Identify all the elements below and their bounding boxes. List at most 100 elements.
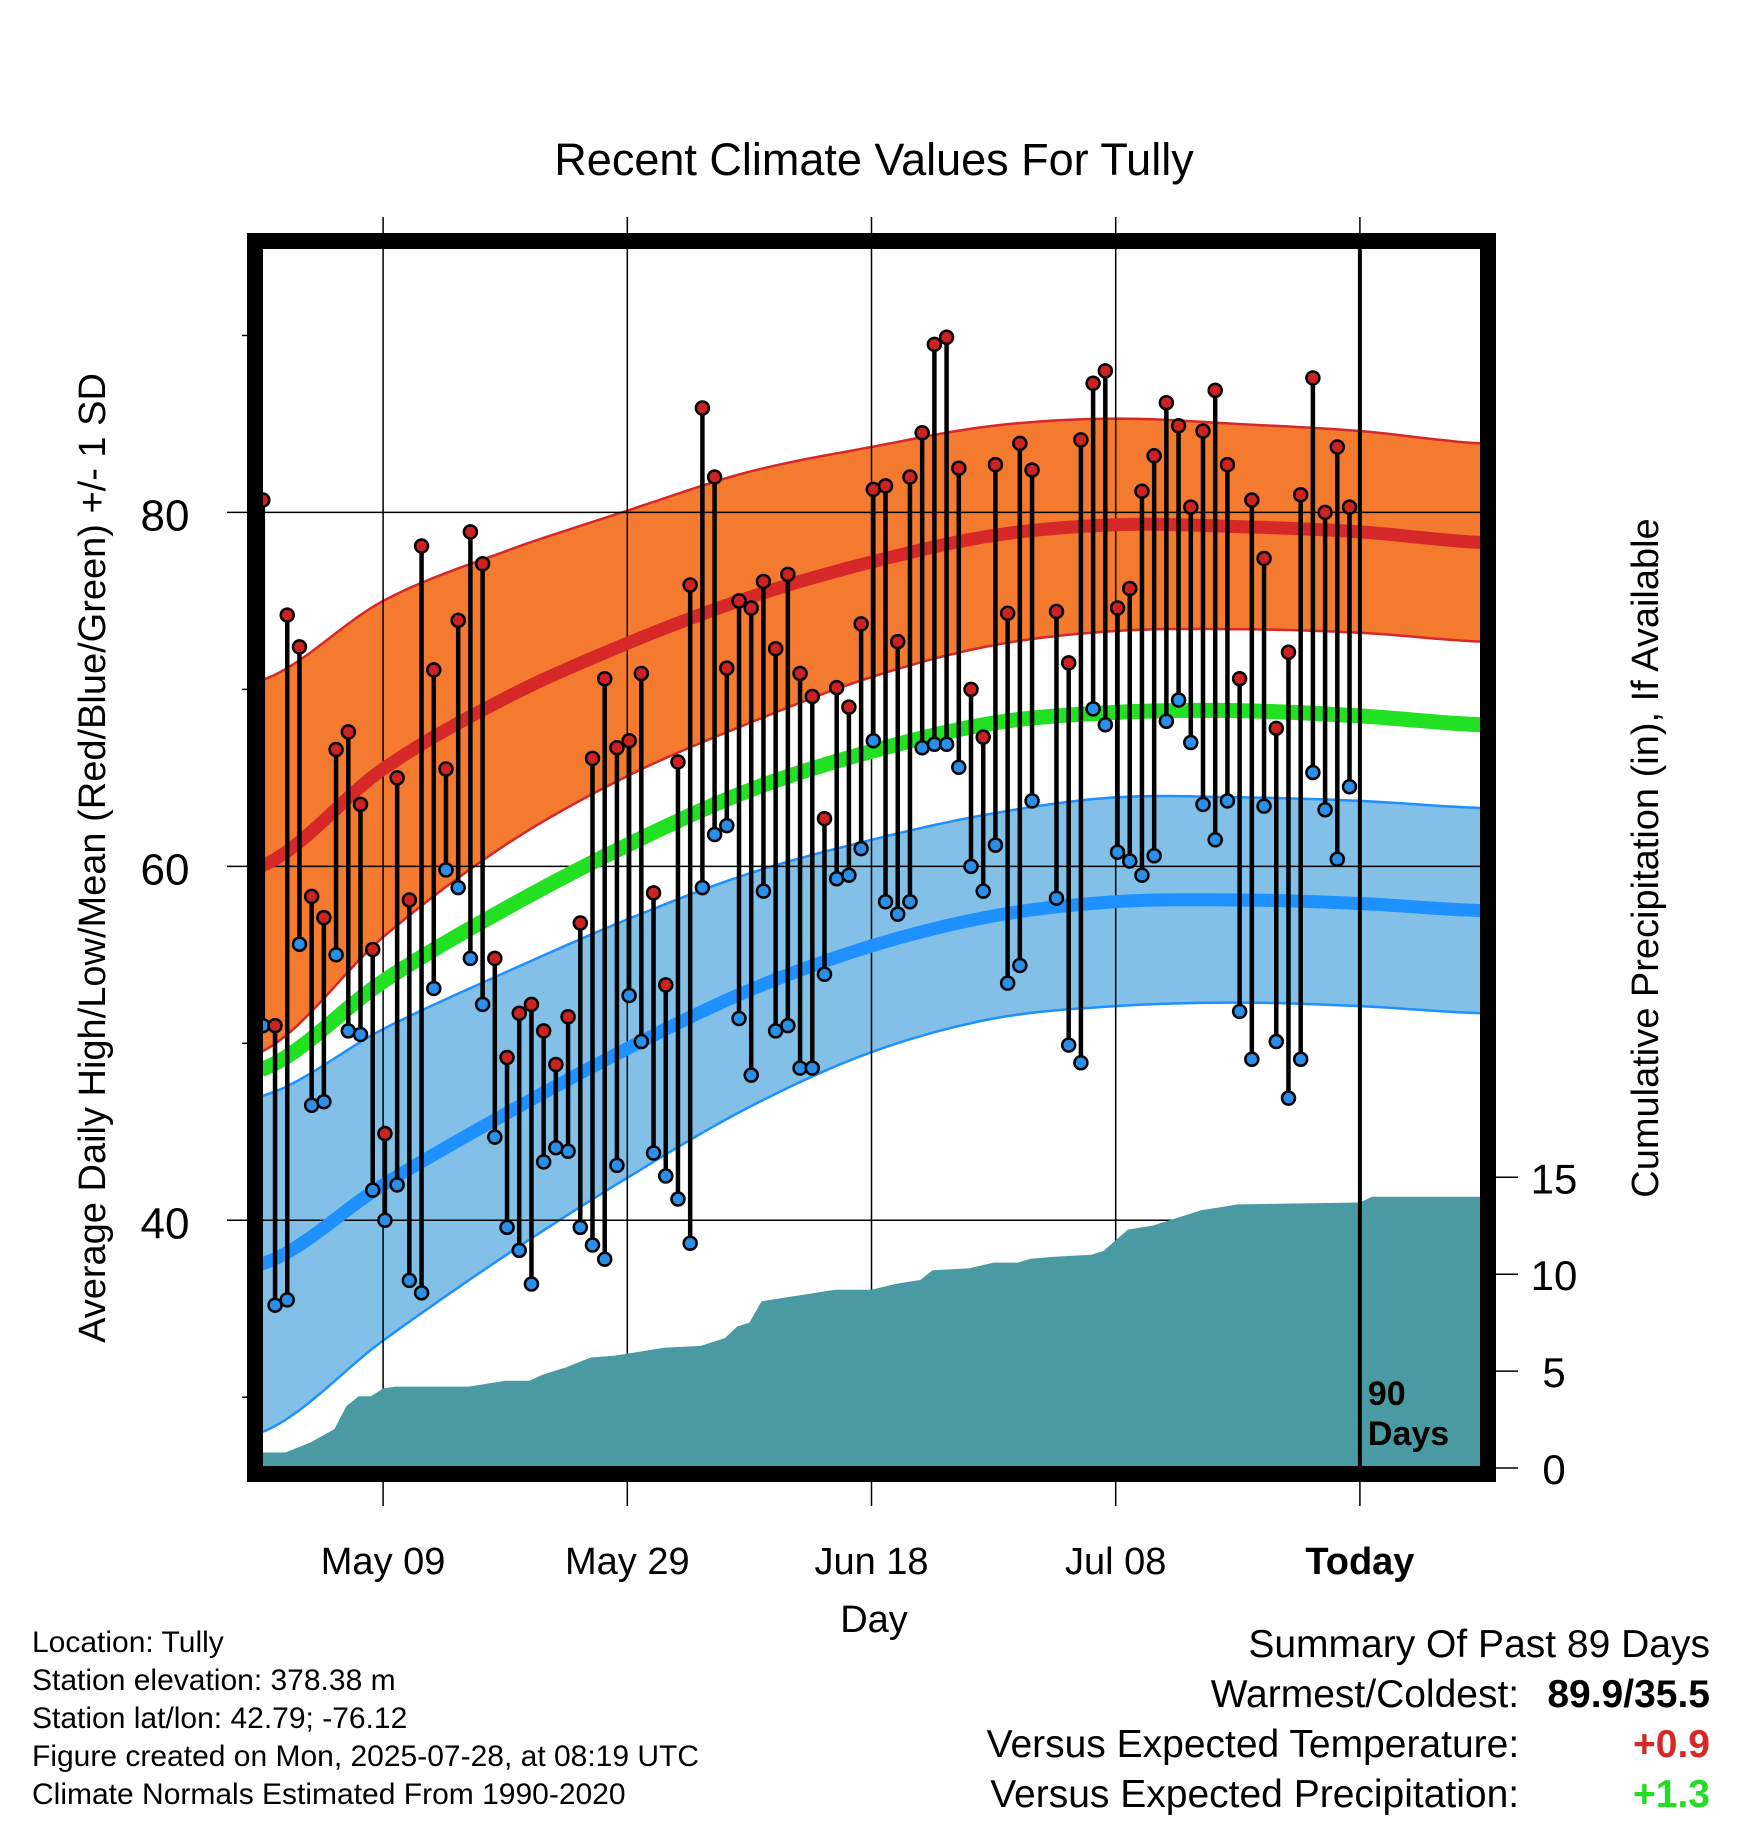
daily-high-point-47 <box>828 679 845 696</box>
daily-high-point-15 <box>438 761 454 777</box>
y2-tick-label-0: 0 <box>1542 1446 1565 1493</box>
daily-high-point-77 <box>1207 382 1223 399</box>
daily-high-point-32 <box>645 885 662 901</box>
daily-high-point-4 <box>303 888 320 905</box>
daily-low-point-48 <box>841 867 857 883</box>
daily-high-point-24 <box>548 1056 564 1073</box>
daily-low-point-19 <box>487 1129 503 1145</box>
daily-high-point-43 <box>780 566 796 583</box>
daily-high-point-76 <box>1195 423 1211 439</box>
daily-high-point-64 <box>1048 603 1065 620</box>
daily-low-point-58 <box>963 858 979 875</box>
x-tick-label-1: May 29 <box>565 1541 690 1583</box>
daily-high-point-55 <box>926 336 943 353</box>
daily-low-point-69 <box>1109 844 1126 860</box>
summary-temp-row: Versus Expected Temperature: +0.9 <box>987 1720 1710 1770</box>
x-tick-label-4: Today <box>1305 1541 1414 1583</box>
daily-high-point-36 <box>694 400 711 416</box>
daily-high-point-14 <box>426 662 442 678</box>
daily-low-point-75 <box>1183 734 1199 751</box>
daily-low-point-39 <box>731 1010 747 1027</box>
daily-low-point-25 <box>560 1143 576 1159</box>
x-tick-label-3: Jul 08 <box>1065 1541 1166 1583</box>
daily-low-point-30 <box>621 987 637 1004</box>
daily-high-point-23 <box>535 1023 552 1039</box>
daily-high-point-53 <box>902 469 918 485</box>
daily-low-point-56 <box>938 736 955 752</box>
daily-high-point-61 <box>999 605 1016 622</box>
daily-high-point-35 <box>682 577 698 593</box>
daily-low-point-52 <box>890 906 906 922</box>
daily-high-point-5 <box>316 909 332 926</box>
daily-high-point-16 <box>450 612 466 629</box>
daily-low-point-53 <box>902 893 918 910</box>
daily-low-point-14 <box>426 980 442 997</box>
daily-high-point-13 <box>413 538 430 554</box>
daily-high-point-22 <box>523 996 540 1013</box>
daily-low-point-77 <box>1207 832 1223 848</box>
x-tick-label-2: Jun 18 <box>814 1541 928 1583</box>
daily-high-point-41 <box>755 573 772 590</box>
summary-precip-value: +1.3 <box>1633 1773 1710 1816</box>
daily-low-point-23 <box>535 1154 552 1170</box>
daily-high-point-73 <box>1158 394 1175 411</box>
summary-panel: Summary Of Past 89 Days Warmest/Coldest:… <box>987 1620 1710 1820</box>
daily-high-point-40 <box>743 600 759 616</box>
daily-low-point-11 <box>389 1177 405 1193</box>
x-tick-label-0: May 09 <box>321 1541 446 1583</box>
daily-high-point-52 <box>890 633 906 650</box>
daily-high-point-79 <box>1231 671 1248 687</box>
daily-high-point-2 <box>279 607 296 623</box>
daily-high-point-82 <box>1268 720 1285 737</box>
daily-low-point-1 <box>267 1297 283 1313</box>
summary-temp-label: Versus Expected Temperature: <box>986 1723 1520 1766</box>
daily-high-point-58 <box>963 681 979 698</box>
daily-low-point-76 <box>1195 796 1211 813</box>
daily-high-point-71 <box>1134 483 1150 499</box>
daily-low-point-46 <box>816 966 833 983</box>
precip-area <box>261 1196 1482 1468</box>
daily-high-point-26 <box>572 915 589 931</box>
daily-high-point-38 <box>719 660 735 676</box>
daily-high-point-6 <box>328 741 344 758</box>
daily-high-point-83 <box>1280 644 1297 660</box>
daily-low-point-63 <box>1024 793 1040 809</box>
daily-high-point-7 <box>340 724 357 740</box>
y2-axis-label: Cumulative Precipitation (in), If Availa… <box>1625 518 1667 1197</box>
daily-low-point-15 <box>438 862 454 878</box>
daily-low-point-68 <box>1097 717 1114 733</box>
daily-low-point-27 <box>584 1237 601 1253</box>
daily-low-point-74 <box>1170 692 1187 708</box>
x-axis-label: Day <box>840 1599 908 1641</box>
daily-high-point-84 <box>1292 486 1309 503</box>
daily-low-point-66 <box>1073 1055 1089 1071</box>
daily-high-point-3 <box>291 639 308 655</box>
daily-high-point-49 <box>853 616 869 632</box>
daily-high-point-87 <box>1329 439 1346 455</box>
daily-low-point-16 <box>450 879 466 896</box>
daily-low-point-67 <box>1085 701 1101 717</box>
daily-low-point-2 <box>279 1292 296 1308</box>
daily-low-point-79 <box>1231 1003 1248 1020</box>
daily-high-point-29 <box>609 740 625 756</box>
daily-low-point-59 <box>975 883 991 899</box>
daily-low-point-82 <box>1268 1033 1285 1050</box>
low-sd-band <box>261 794 1482 1434</box>
daily-high-point-48 <box>841 699 857 715</box>
daily-high-point-20 <box>499 1049 515 1066</box>
daily-low-point-84 <box>1292 1051 1309 1067</box>
daily-low-point-78 <box>1219 793 1236 809</box>
summary-warmest-label: Warmest/Coldest: <box>1210 1673 1520 1716</box>
y-tick-label-40: 40 <box>141 1199 190 1248</box>
daily-high-point-42 <box>767 640 784 657</box>
y-tick-label-60: 60 <box>141 845 190 894</box>
daily-high-point-80 <box>1244 492 1260 508</box>
daily-low-point-61 <box>999 975 1016 991</box>
daily-low-point-3 <box>291 936 308 952</box>
daily-low-point-57 <box>951 759 967 776</box>
daily-low-point-43 <box>780 1017 796 1034</box>
daily-low-point-37 <box>706 826 723 843</box>
info-normals: Climate Normals Estimated From 1990-2020 <box>32 1778 626 1811</box>
daily-low-point-41 <box>755 883 772 899</box>
